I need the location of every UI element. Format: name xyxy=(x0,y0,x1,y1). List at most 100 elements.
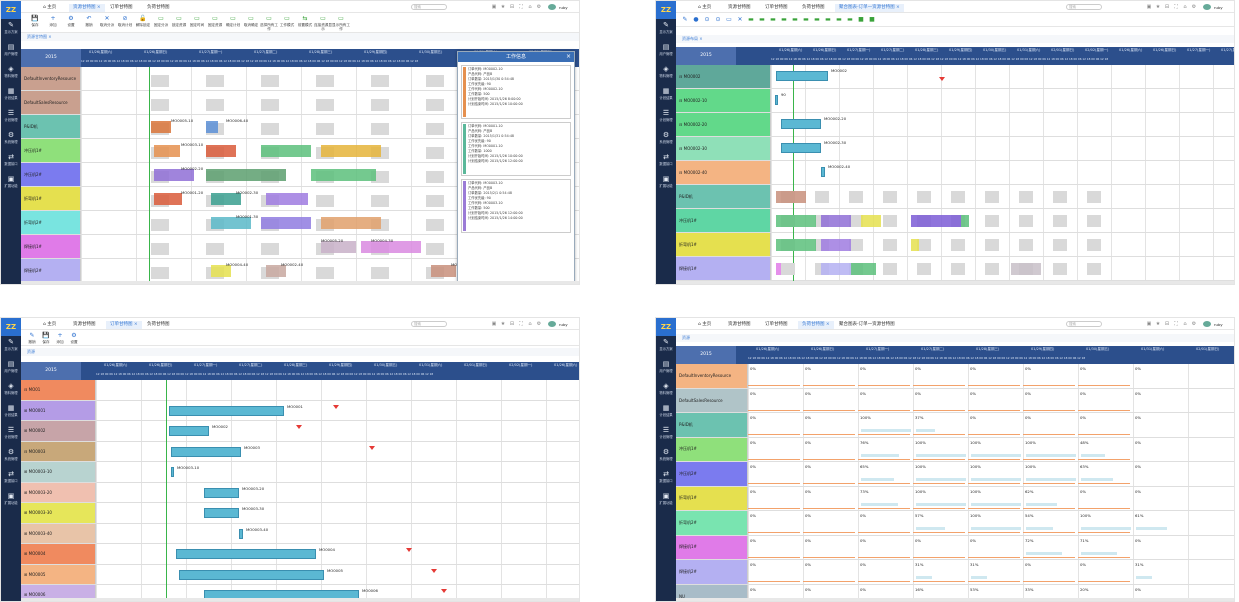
order-bar[interactable] xyxy=(776,71,828,81)
tab-1[interactable]: 订单甘特图 xyxy=(110,5,133,10)
order-label[interactable]: ⊟ MO0002-40 xyxy=(676,161,771,184)
header-icon-5[interactable]: ⚙ xyxy=(1191,4,1197,10)
job-block[interactable] xyxy=(154,193,182,205)
header-icon-4[interactable]: ⌂ xyxy=(1183,4,1187,10)
toolbar-button-17[interactable]: ▭ 显示所有工作 xyxy=(331,15,351,31)
job-block[interactable] xyxy=(321,217,381,229)
toolbar-button-15[interactable]: ⇆ 前置模式 xyxy=(295,15,315,27)
header-icon-0[interactable]: ▣ xyxy=(1146,321,1152,327)
horizontal-scrollbar[interactable] xyxy=(21,598,579,601)
order-label[interactable]: ⊞ MO0003-40 xyxy=(21,523,96,543)
tab-1[interactable]: 订单甘特图 xyxy=(765,5,788,10)
toolbar-button-8[interactable]: ▭ 锁定资源 xyxy=(169,15,189,27)
toolbar-button-1[interactable]: 💾 保存 xyxy=(39,332,53,344)
toolbar-button-4[interactable]: ✕ 取消分派 xyxy=(97,15,117,27)
order-bar[interactable] xyxy=(171,446,241,457)
resource-label[interactable]: DefaultSalesResource xyxy=(676,388,748,412)
job-block[interactable] xyxy=(261,217,311,229)
header-icon-2[interactable]: ⊟ xyxy=(1164,321,1170,327)
job-block[interactable] xyxy=(211,265,231,277)
tab-1[interactable]: 订单甘特图 × xyxy=(106,321,142,329)
order-label[interactable]: ⊟ MO0002 xyxy=(676,65,771,88)
sidebar-item-4[interactable]: ☰ 计划管理 xyxy=(656,107,676,129)
order-label[interactable]: ⊞ MO0001 xyxy=(21,400,96,420)
toolbar-button-0[interactable]: ✎ xyxy=(682,16,688,23)
order-label[interactable]: ⊞ MO0004 xyxy=(21,544,96,564)
job-block[interactable] xyxy=(206,121,218,133)
job-block[interactable] xyxy=(206,169,286,181)
order-label[interactable]: ⊟ MO0002-30 xyxy=(676,137,771,160)
job-block[interactable] xyxy=(154,145,180,157)
job-block[interactable] xyxy=(911,239,919,251)
order-label[interactable]: ⊞ MO0002 xyxy=(21,421,96,441)
toolbar-button-7[interactable]: ▬ xyxy=(759,16,765,23)
header-icon-0[interactable]: ▣ xyxy=(491,4,497,10)
sidebar-item-0[interactable]: ✎ 显示方案 xyxy=(1,19,21,41)
job-block[interactable] xyxy=(321,145,381,157)
order-bar[interactable] xyxy=(179,569,324,580)
job-block[interactable] xyxy=(211,217,251,229)
job-block[interactable] xyxy=(776,239,816,251)
tab-2[interactable]: 负荷甘特图 xyxy=(147,5,170,10)
resource-label[interactable]: P&ID机 xyxy=(676,413,748,437)
sidebar-item-7[interactable]: ▣ 扩展功能 xyxy=(656,173,676,195)
job-block[interactable] xyxy=(776,263,781,275)
order-label[interactable]: ⊟ MO01 xyxy=(21,380,96,400)
tab-3[interactable]: 聚合图表-订单一资源甘特图 × xyxy=(835,4,904,12)
job-block[interactable] xyxy=(266,265,286,277)
header-icon-1[interactable]: ★ xyxy=(500,4,506,10)
order-label[interactable]: 折弯机1# xyxy=(676,233,771,256)
job-block[interactable] xyxy=(154,169,194,181)
job-block[interactable] xyxy=(821,263,851,275)
resource-label[interactable]: P&ID机 xyxy=(21,115,81,138)
resource-label[interactable]: 焊接机1# xyxy=(21,235,81,258)
order-bar[interactable] xyxy=(781,143,821,153)
resource-label[interactable]: 焊接机1# xyxy=(676,535,748,559)
toolbar-button-15[interactable]: ▬ xyxy=(847,16,853,23)
order-label[interactable]: ⊞ MO0003-10 xyxy=(21,462,96,482)
sidebar-item-0[interactable]: ✎ 显示方案 xyxy=(656,336,676,358)
header-icon-1[interactable]: ★ xyxy=(1155,321,1161,327)
sidebar-item-6[interactable]: ⇄ 数据接口 xyxy=(656,468,676,490)
resource-label[interactable]: 焊接机2# xyxy=(21,259,81,282)
toolbar-button-7[interactable]: ▭ 固定分派 xyxy=(151,15,171,27)
toolbar-button-3[interactable]: ⊙ xyxy=(715,16,721,23)
header-icon-0[interactable]: ▣ xyxy=(1146,4,1152,10)
toolbar-button-12[interactable]: ▭ 取消确定 xyxy=(241,15,261,27)
search-input[interactable]: 搜索 xyxy=(411,4,447,10)
order-label[interactable]: ⊟ MO0002-10 xyxy=(676,89,771,112)
toolbar-button-12[interactable]: ▬ xyxy=(814,16,820,23)
order-label[interactable]: ⊞ MO0006 xyxy=(21,585,96,601)
header-icon-3[interactable]: ⛶ xyxy=(519,321,523,327)
sidebar-item-1[interactable]: ▤ 用户管理 xyxy=(656,41,676,63)
tab-0[interactable]: 资源甘特图 xyxy=(73,322,96,327)
sidebar-item-5[interactable]: ⚙ 系统管理 xyxy=(1,446,21,468)
horizontal-scrollbar[interactable] xyxy=(676,598,1234,601)
header-icon-1[interactable]: ★ xyxy=(1155,4,1161,10)
toolbar-button-3[interactable]: ⚙ 设置 xyxy=(67,332,81,344)
tab-home[interactable]: ⌂ 主页 xyxy=(698,322,712,327)
job-block[interactable] xyxy=(911,215,961,227)
sidebar-item-3[interactable]: ▦ 计划结果 xyxy=(1,85,21,107)
toolbar-button-9[interactable]: ▭ 固定时间 xyxy=(187,15,207,27)
sidebar-item-2[interactable]: ◈ 物料管理 xyxy=(1,63,21,85)
resource-label[interactable]: 冲压机2# xyxy=(21,163,81,186)
resource-label[interactable]: DefaultInventoryResource xyxy=(676,364,748,388)
resource-label[interactable]: 冲压机1# xyxy=(676,437,748,461)
sidebar-item-5[interactable]: ⚙ 系统管理 xyxy=(656,446,676,468)
sidebar-item-3[interactable]: ▦ 计划结果 xyxy=(656,85,676,107)
tab-home[interactable]: ⌂ 主页 xyxy=(43,5,57,10)
horizontal-scrollbar[interactable] xyxy=(676,281,1234,284)
sidebar-item-7[interactable]: ▣ 扩展功能 xyxy=(1,173,21,195)
job-block[interactable] xyxy=(311,169,376,181)
resource-label[interactable]: 焊接机2# xyxy=(676,560,748,584)
sidebar-item-6[interactable]: ⇄ 数据接口 xyxy=(1,151,21,173)
sidebar-item-7[interactable]: ▣ 扩展功能 xyxy=(656,490,676,512)
job-block[interactable] xyxy=(206,145,236,157)
tab-home[interactable]: ⌂ 主页 xyxy=(43,322,57,327)
order-bar[interactable] xyxy=(171,467,174,477)
toolbar-button-11[interactable]: ▬ xyxy=(803,16,809,23)
toolbar-button-14[interactable]: ▬ xyxy=(836,16,842,23)
job-block[interactable] xyxy=(961,215,969,227)
order-bar[interactable] xyxy=(169,426,209,436)
